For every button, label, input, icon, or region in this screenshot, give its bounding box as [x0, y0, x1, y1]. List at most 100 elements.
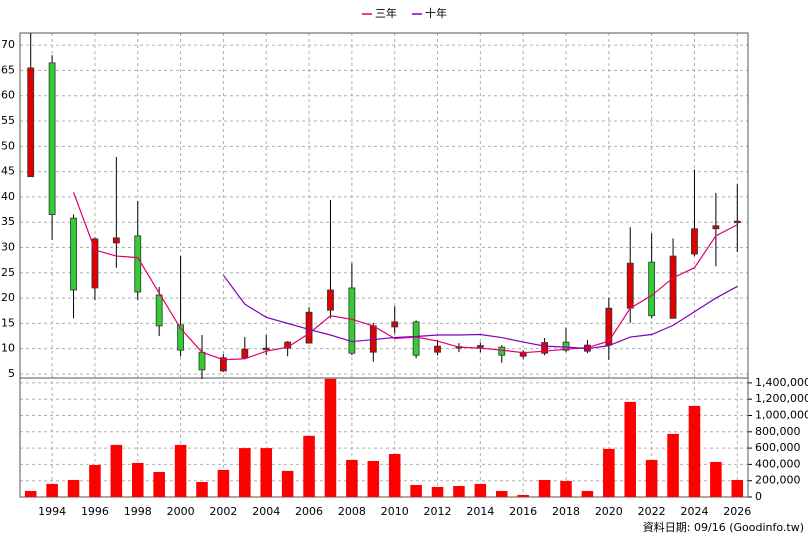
volume-bar — [89, 464, 101, 497]
y2-tick-label: 0 — [755, 490, 762, 503]
legend-label: 十年 — [425, 6, 447, 20]
volume-bar — [324, 378, 337, 497]
y2-tick-label: 200,000 — [755, 474, 801, 487]
x-tick-label: 2022 — [638, 505, 666, 518]
y2-tick-label: 1,200,000 — [755, 392, 808, 405]
candle-body — [91, 238, 99, 289]
volume-bar — [517, 494, 529, 497]
y-tick-label: 5 — [8, 367, 15, 380]
volume-bar — [495, 490, 508, 497]
y2-tick-label: 400,000 — [755, 457, 801, 470]
x-tick-label: 2020 — [595, 505, 623, 518]
y-tick-label: 40 — [1, 190, 15, 203]
volume-bar — [153, 471, 165, 497]
volume-bar — [474, 483, 487, 497]
candle-body — [605, 307, 613, 346]
x-tick-label: 2006 — [295, 505, 323, 518]
y-tick-label: 65 — [1, 63, 15, 76]
candle-body — [733, 220, 741, 224]
candle-body — [27, 67, 35, 178]
x-tick-label: 2018 — [552, 505, 580, 518]
candle-body — [434, 345, 441, 353]
y2-tick-label: 1,400,000 — [755, 376, 808, 389]
candle-body — [391, 321, 399, 328]
candle-body — [198, 351, 206, 371]
candle-body — [70, 217, 77, 291]
y2-tick-label: 800,000 — [755, 425, 801, 438]
candle-body — [412, 321, 420, 356]
x-tick-label: 2010 — [381, 505, 409, 518]
y2-tick-label: 1,000,000 — [755, 408, 808, 421]
y-tick-label: 20 — [1, 291, 15, 304]
volume-bar — [645, 459, 658, 497]
volume-frame — [19, 377, 749, 498]
y-tick-label: 25 — [1, 266, 15, 279]
candle-body — [626, 262, 634, 309]
volume-bar — [538, 479, 551, 497]
volume-bar — [410, 485, 422, 497]
x-tick-label: 2000 — [167, 505, 195, 518]
volume-bar — [388, 453, 401, 497]
volume-bar — [239, 448, 251, 497]
volume-bar — [46, 483, 58, 497]
y-tick-label: 60 — [1, 89, 15, 102]
candle-body — [541, 342, 548, 354]
y-tick-label: 50 — [1, 139, 15, 152]
x-tick-label: 2008 — [338, 505, 366, 518]
y-tick-label: 15 — [1, 316, 15, 329]
volume-bar — [260, 448, 273, 497]
candle-body — [648, 261, 656, 317]
candle-body — [220, 357, 227, 372]
volume-bar — [453, 485, 465, 497]
volume-bar — [67, 479, 80, 497]
volume-bar — [667, 433, 679, 497]
candle-body — [669, 255, 677, 319]
footnote: 資料日期: 09/16 (Goodinfo.tw) — [643, 520, 804, 534]
y-tick-label: 45 — [1, 165, 15, 178]
x-tick-label: 2014 — [466, 505, 494, 518]
volume-bar — [431, 486, 444, 497]
candle-body — [241, 348, 249, 359]
y-tick-label: 30 — [1, 240, 15, 253]
candle-body — [48, 62, 56, 216]
candle-body — [262, 347, 270, 351]
y2-tick-label: 600,000 — [755, 441, 801, 454]
y-tick-label: 10 — [1, 342, 15, 355]
legend-label: 三年 — [375, 6, 397, 20]
volume-bar — [560, 481, 572, 497]
x-tick-label: 2002 — [209, 505, 237, 518]
x-tick-label: 2004 — [252, 505, 280, 518]
volume-bar — [131, 462, 144, 497]
candle-body — [134, 235, 142, 293]
x-tick-label: 1996 — [81, 505, 109, 518]
volume-bar — [581, 490, 594, 497]
candle-body — [498, 346, 506, 356]
volume-bar — [24, 490, 37, 497]
volume-bar — [217, 469, 230, 497]
x-tick-label: 2016 — [509, 505, 537, 518]
volume-bar — [367, 460, 380, 497]
volume-bar — [196, 482, 208, 497]
volume-bar — [688, 405, 701, 497]
volume-bar — [710, 461, 722, 497]
y-tick-label: 35 — [1, 215, 15, 228]
ma-line — [222, 274, 738, 350]
volume-bar — [603, 448, 615, 497]
volume-bar — [303, 435, 315, 497]
x-tick-label: 1994 — [38, 505, 66, 518]
volume-bar — [624, 401, 637, 497]
y-tick-label: 55 — [1, 114, 15, 127]
volume-bar — [731, 479, 744, 497]
candle-body — [562, 341, 570, 351]
candle-body — [155, 294, 163, 327]
x-tick-label: 2026 — [723, 505, 751, 518]
candle-body — [177, 324, 184, 351]
candle-body — [476, 345, 484, 348]
candle-body — [112, 237, 120, 244]
x-tick-label: 2012 — [424, 505, 452, 518]
candle-body — [327, 289, 334, 311]
candle-body — [691, 228, 698, 255]
y-tick-label: 70 — [1, 38, 15, 51]
volume-bar — [346, 459, 358, 497]
